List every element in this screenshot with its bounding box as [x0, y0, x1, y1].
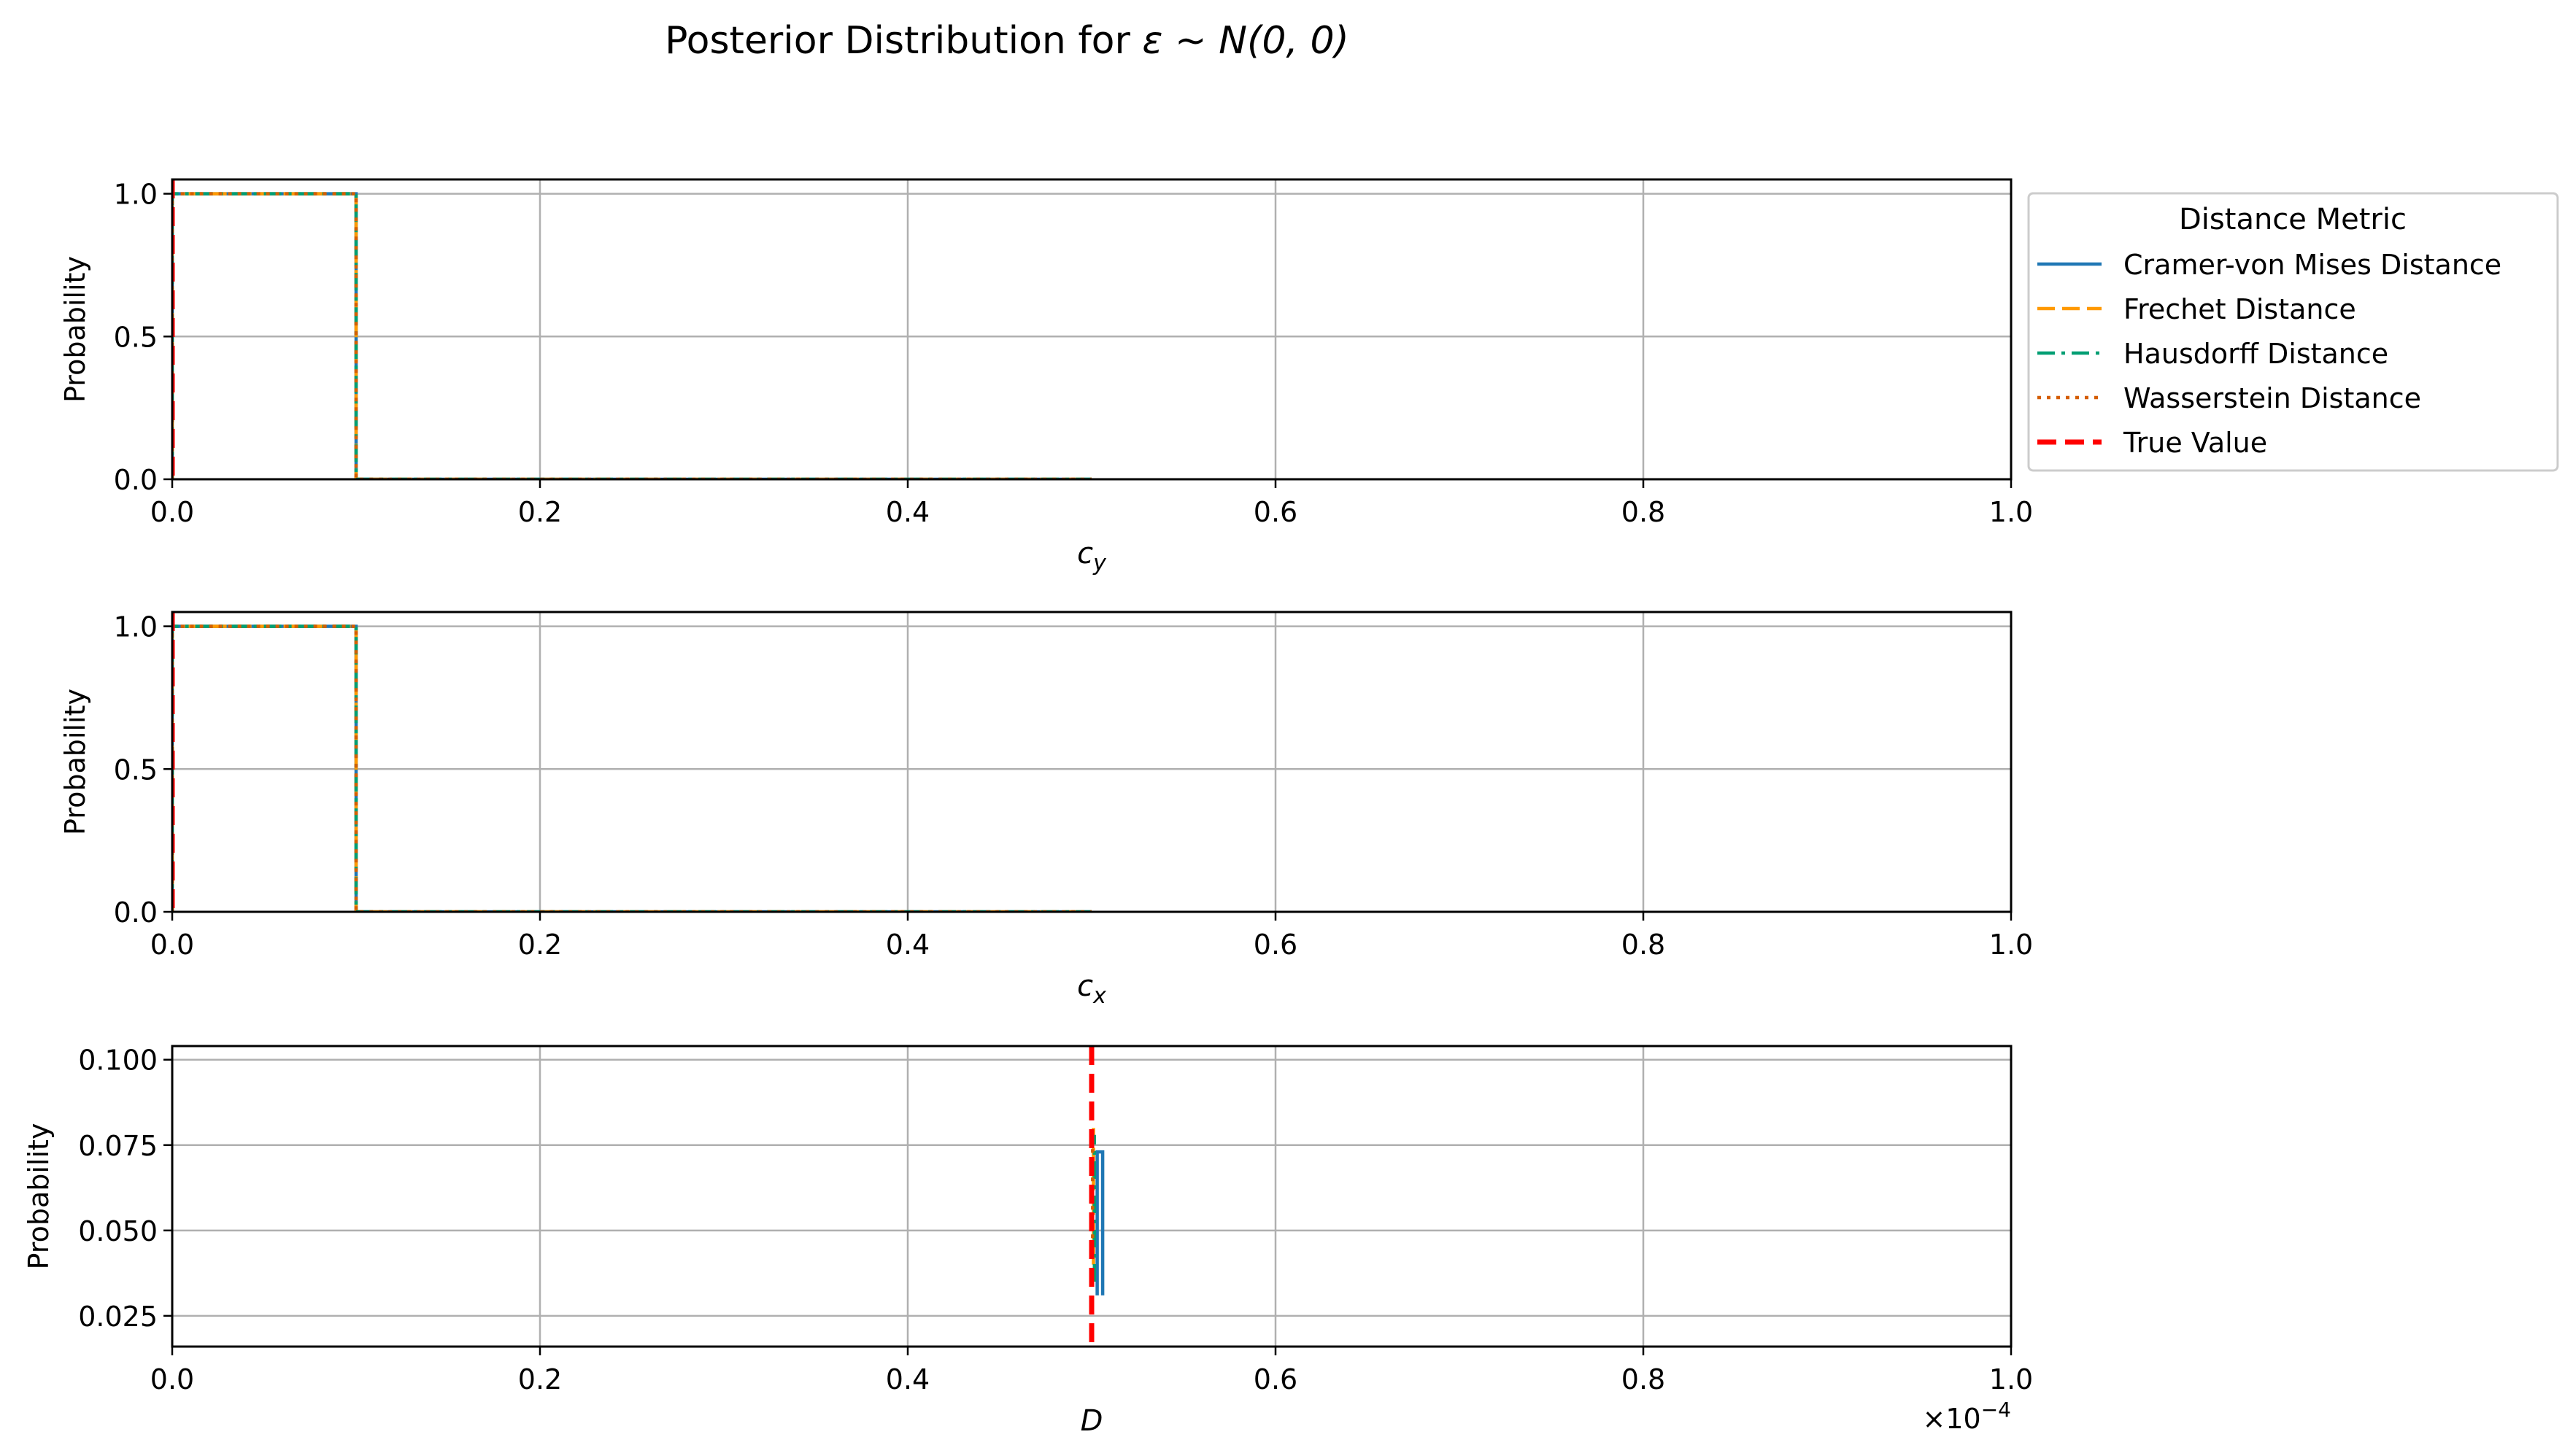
x-tick-label: 0.0: [150, 496, 194, 528]
x-axis-label: cx: [1077, 969, 1106, 1009]
x-tick-label: 0.2: [518, 929, 562, 961]
legend-frame: [2027, 192, 2559, 472]
legend-label: Hausdorff Distance: [2123, 338, 2388, 370]
subplot-cx: 0.0 0.2 0.4 0.6 0.8 1.0 0.0 0.5 1.0 Probability cx: [59, 611, 2033, 1009]
y-tick-label: 0.5: [114, 321, 158, 353]
subplot-d: 0.0 0.2 0.4 0.6 0.8 1.0 0.025 0.050 0.075 0.100 Pr…: [23, 1045, 2033, 1438]
y-tick-label: 0.025: [78, 1301, 158, 1333]
x-scale-factor: ×10−4: [1923, 1398, 2011, 1435]
x-tick-label: 0.4: [886, 929, 930, 961]
series-line-cramer-von-mises-distance: [172, 192, 1092, 479]
legend-label: Wasserstein Distance: [2123, 382, 2421, 414]
series-group: [172, 612, 1092, 912]
y-axis-label: Probability: [59, 689, 91, 835]
y-tick-label: 0.100: [78, 1045, 158, 1077]
y-axis-label: Probability: [59, 256, 91, 403]
x-tick-label: 0.4: [886, 1363, 930, 1395]
x-tick-label: 0.0: [150, 929, 194, 961]
series-line-cramer-von-mises-distance: [1095, 1150, 1105, 1296]
legend-label: True Value: [2123, 427, 2267, 459]
x-tick-label: 1.0: [1989, 1363, 2033, 1395]
series-line-cramer-von-mises-distance: [172, 624, 1092, 912]
x-tick-label: 0.2: [518, 496, 562, 528]
x-tick-label: 0.8: [1621, 496, 1665, 528]
legend-label: Cramer-von Mises Distance: [2123, 249, 2501, 281]
legend: Distance Metric Cramer-von Mises Distanc…: [2027, 192, 2559, 472]
y-tick-label: 1.0: [114, 611, 158, 643]
legend-label: Frechet Distance: [2123, 293, 2356, 325]
x-axis-label-base: c: [1077, 969, 1093, 1003]
y-tick-label: 0.050: [78, 1215, 158, 1247]
x-tick-label: 1.0: [1989, 929, 2033, 961]
x-tick-label: 0.2: [518, 1363, 562, 1395]
x-tick-label: 1.0: [1989, 496, 2033, 528]
axes-frame: [171, 611, 2013, 913]
x-axis-label: D: [1081, 1404, 1103, 1438]
y-tick-label: 0.0: [114, 464, 158, 496]
y-tick-label: 1.0: [114, 179, 158, 211]
x-tick-label: 0.8: [1621, 929, 1665, 961]
series-group: [172, 179, 1092, 479]
x-tick-label: 0.6: [1254, 496, 1297, 528]
x-tick-label: 0.6: [1254, 929, 1297, 961]
x-tick-label: 0.4: [886, 496, 930, 528]
y-tick-label: 0.075: [78, 1130, 158, 1162]
x-axis-label-subscript: y: [1092, 551, 1107, 576]
x-axis-label-base: D: [1081, 1404, 1103, 1438]
axes-frame: [171, 178, 2013, 481]
x-axis-label: cy: [1077, 537, 1107, 576]
x-axis-label-base: c: [1077, 537, 1093, 570]
y-tick-label: 0.5: [114, 754, 158, 786]
axes-frame: [171, 1045, 2013, 1348]
x-scale-factor-base: ×10: [1923, 1403, 1981, 1435]
x-scale-factor-exponent: −4: [1981, 1398, 2011, 1422]
legend-title: Distance Metric: [2179, 203, 2407, 236]
subplot-cy: 0.0 0.2 0.4 0.6 0.8 1.0 0.0 0.5 1.0 Probability cy: [59, 178, 2033, 576]
x-tick-label: 0.8: [1621, 1363, 1665, 1395]
x-axis-label-subscript: x: [1092, 983, 1106, 1009]
x-tick-label: 0.6: [1254, 1363, 1297, 1395]
x-tick-label: 0.0: [150, 1363, 194, 1395]
figure-title: Posterior Distribution for ε ~ N(0, 0): [665, 19, 1349, 63]
y-axis-label: Probability: [23, 1123, 55, 1270]
series-group: [1089, 1046, 1105, 1347]
y-tick-label: 0.0: [114, 897, 158, 929]
